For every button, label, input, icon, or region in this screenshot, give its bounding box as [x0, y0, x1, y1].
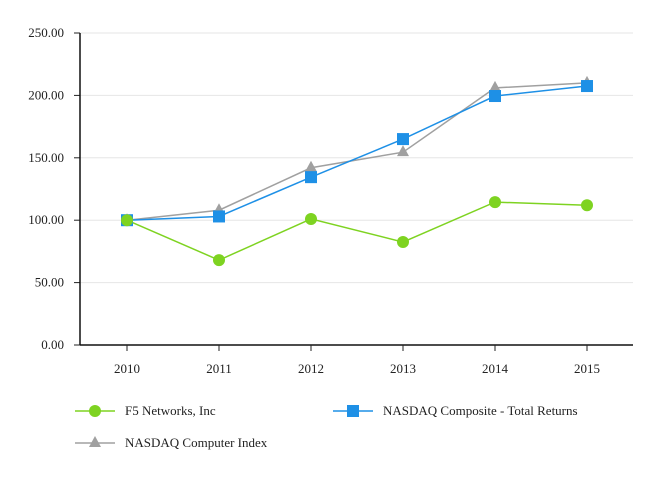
y-tick-label: 50.00	[35, 275, 64, 290]
axes	[74, 32, 633, 351]
y-tick-label: 250.00	[28, 25, 64, 40]
y-axis-tick-labels: 0.00 50.00 100.00 150.00 200.00 250.00	[28, 25, 64, 352]
legend-label: NASDAQ Computer Index	[125, 435, 268, 450]
data-point-square	[489, 90, 501, 103]
series-line-triangle	[126, 82, 588, 221]
legend-marker-triangle	[89, 436, 101, 447]
data-point-circle	[121, 214, 133, 227]
data-point-circle	[213, 254, 225, 267]
data-point-triangle	[489, 80, 501, 92]
data-point-square	[397, 133, 409, 146]
series-lines	[126, 82, 588, 261]
series-markers	[121, 75, 593, 267]
y-tick-label: 100.00	[28, 212, 64, 227]
x-axis-tick-labels: 2010 2011 2012 2013 2014 2015	[114, 361, 600, 376]
legend-label: F5 Networks, Inc	[125, 403, 216, 418]
data-point-circle	[489, 196, 501, 209]
x-tick-label: 2012	[298, 361, 324, 376]
y-tick-label: 200.00	[28, 87, 64, 102]
x-tick-label: 2014	[482, 361, 509, 376]
data-point-square	[305, 171, 317, 184]
x-tick-label: 2013	[390, 361, 416, 376]
legend: F5 Networks, Inc NASDAQ Composite - Total…	[75, 403, 578, 450]
legend-marker-circle	[89, 405, 101, 417]
data-point-triangle	[305, 160, 317, 172]
data-point-circle	[397, 236, 409, 249]
x-tick-label: 2010	[114, 361, 140, 376]
x-tick-label: 2011	[206, 361, 232, 376]
series-line-circle	[126, 201, 588, 261]
data-point-square	[581, 80, 593, 93]
y-tick-label: 0.00	[41, 337, 64, 352]
y-tick-label: 150.00	[28, 150, 64, 165]
x-tick-label: 2015	[574, 361, 600, 376]
data-point-triangle	[397, 145, 409, 157]
legend-marker-square	[347, 405, 359, 417]
data-point-circle	[305, 212, 317, 225]
data-point-square	[213, 210, 225, 223]
series-line-square	[126, 85, 588, 221]
data-point-circle	[581, 199, 593, 212]
legend-label: NASDAQ Composite - Total Returns	[383, 403, 578, 418]
